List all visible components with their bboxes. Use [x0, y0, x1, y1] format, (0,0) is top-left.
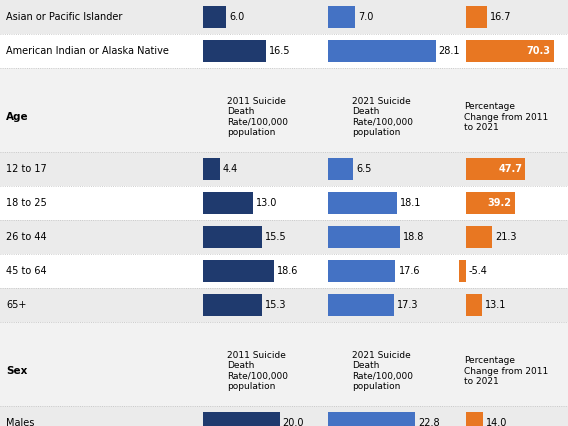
- Text: Age: Age: [6, 112, 28, 122]
- Text: 6.0: 6.0: [229, 12, 244, 22]
- Bar: [203, 226, 262, 248]
- Text: 21.3: 21.3: [495, 232, 517, 242]
- Text: American Indian or Alaska Native: American Indian or Alaska Native: [6, 46, 169, 56]
- Bar: [203, 192, 253, 214]
- Bar: [466, 226, 492, 248]
- Text: Asian or Pacific Islander: Asian or Pacific Islander: [6, 12, 122, 22]
- Text: 18.1: 18.1: [400, 198, 422, 208]
- Bar: [203, 158, 220, 180]
- Bar: [328, 294, 394, 316]
- Text: 6.5: 6.5: [356, 164, 371, 174]
- Text: 4.4: 4.4: [223, 164, 238, 174]
- Bar: [328, 6, 355, 28]
- Text: Sex: Sex: [6, 366, 27, 376]
- Text: 2011 Suicide
Death
Rate/100,000
population: 2011 Suicide Death Rate/100,000 populati…: [227, 97, 288, 137]
- Bar: [328, 412, 415, 426]
- Text: Percentage
Change from 2011
to 2021: Percentage Change from 2011 to 2021: [465, 356, 549, 386]
- Bar: [0, 82, 568, 152]
- Bar: [459, 260, 466, 282]
- Text: 18.8: 18.8: [403, 232, 424, 242]
- Text: 47.7: 47.7: [499, 164, 523, 174]
- Bar: [466, 158, 525, 180]
- Bar: [0, 336, 568, 406]
- Bar: [466, 40, 554, 62]
- Bar: [0, 152, 568, 186]
- Bar: [0, 34, 568, 68]
- Text: 15.3: 15.3: [265, 300, 286, 310]
- Text: Percentage
Change from 2011
to 2021: Percentage Change from 2011 to 2021: [465, 102, 549, 132]
- Text: 17.3: 17.3: [398, 300, 419, 310]
- Text: 18.6: 18.6: [277, 266, 299, 276]
- Text: Males: Males: [6, 418, 35, 426]
- Text: 14.0: 14.0: [486, 418, 508, 426]
- Text: 22.8: 22.8: [419, 418, 440, 426]
- Text: 26 to 44: 26 to 44: [6, 232, 47, 242]
- Bar: [203, 412, 279, 426]
- Bar: [328, 260, 395, 282]
- Text: 7.0: 7.0: [358, 12, 373, 22]
- Bar: [0, 288, 568, 322]
- Text: 15.5: 15.5: [265, 232, 287, 242]
- Bar: [466, 412, 483, 426]
- Bar: [203, 260, 274, 282]
- Text: 16.7: 16.7: [490, 12, 511, 22]
- Text: 17.6: 17.6: [399, 266, 420, 276]
- Text: 45 to 64: 45 to 64: [6, 266, 47, 276]
- Text: 13.1: 13.1: [485, 300, 507, 310]
- Bar: [0, 186, 568, 220]
- Bar: [203, 6, 226, 28]
- Text: 20.0: 20.0: [283, 418, 304, 426]
- Text: 12 to 17: 12 to 17: [6, 164, 47, 174]
- Text: 65+: 65+: [6, 300, 26, 310]
- Text: 2021 Suicide
Death
Rate/100,000
population: 2021 Suicide Death Rate/100,000 populati…: [352, 351, 413, 391]
- Text: 70.3: 70.3: [527, 46, 551, 56]
- Text: 13.0: 13.0: [256, 198, 277, 208]
- Bar: [466, 6, 487, 28]
- Bar: [203, 294, 262, 316]
- Text: 39.2: 39.2: [488, 198, 512, 208]
- Text: 2011 Suicide
Death
Rate/100,000
population: 2011 Suicide Death Rate/100,000 populati…: [227, 351, 288, 391]
- Bar: [328, 158, 353, 180]
- Text: 2021 Suicide
Death
Rate/100,000
population: 2021 Suicide Death Rate/100,000 populati…: [352, 97, 413, 137]
- Text: 28.1: 28.1: [438, 46, 460, 56]
- Text: 18 to 25: 18 to 25: [6, 198, 47, 208]
- Bar: [203, 40, 266, 62]
- Bar: [328, 226, 400, 248]
- Text: -5.4: -5.4: [469, 266, 487, 276]
- Bar: [0, 254, 568, 288]
- Bar: [0, 406, 568, 426]
- Bar: [466, 192, 515, 214]
- Bar: [0, 0, 568, 34]
- Bar: [0, 220, 568, 254]
- Bar: [466, 294, 482, 316]
- Text: 16.5: 16.5: [269, 46, 291, 56]
- Bar: [328, 192, 398, 214]
- Bar: [328, 40, 436, 62]
